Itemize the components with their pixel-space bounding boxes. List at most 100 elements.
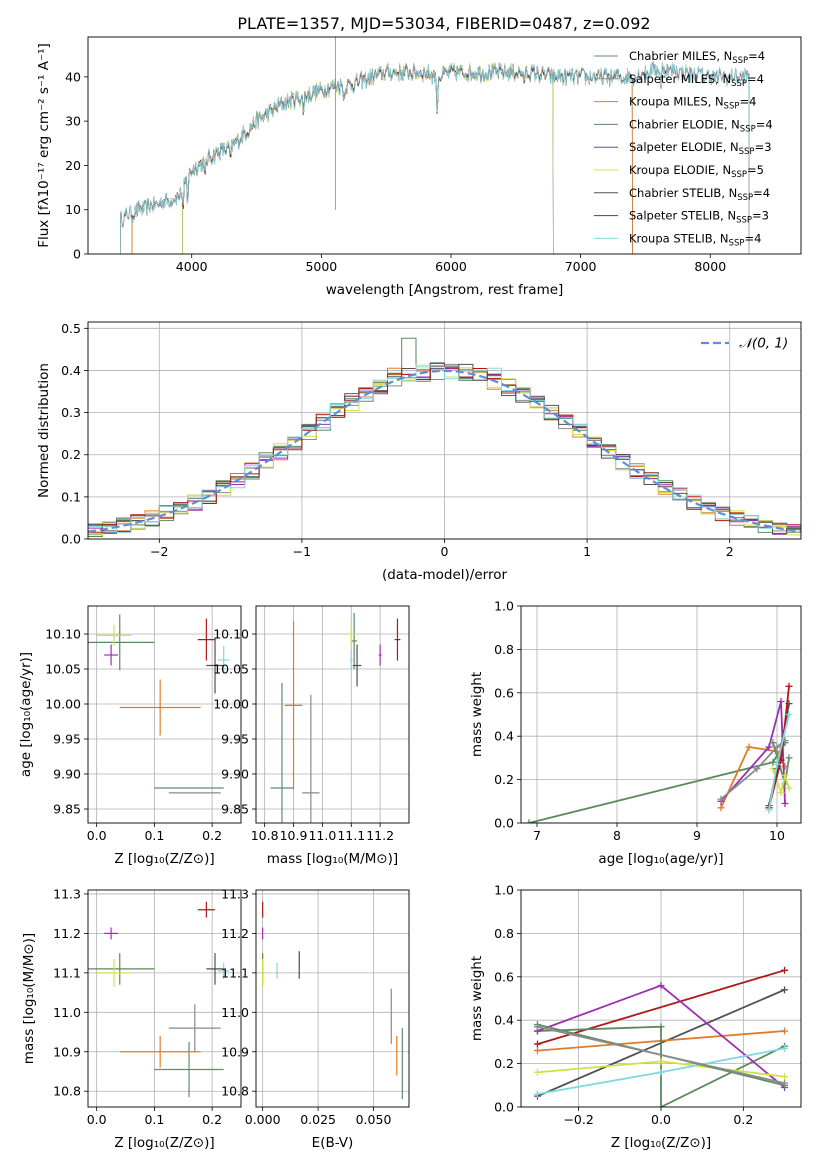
legend-entry: Chabrier MILES, NSSP=4 [629,49,765,66]
xtick-label: 10.9 [280,828,308,843]
y-axis-label: Flux [fλ10⁻¹⁷ erg cm⁻² s⁻¹ A⁻¹] [36,43,52,248]
legend-subscript: SSP [731,170,747,180]
plot-area [256,890,409,1107]
ytick-label: 0.6 [494,969,514,984]
errorbar-point [168,1004,221,1052]
xtick-label: 11.2 [366,828,394,843]
ytick-label: 10.00 [45,697,81,712]
ytick-label: 0.4 [494,1013,514,1028]
xtick-label: 0.1 [144,1112,164,1127]
weight-marker [773,760,781,768]
weight-marker [781,771,789,779]
xtick-label: 10 [769,828,785,843]
legend-value: =4 [748,49,765,63]
errorbar-point [96,624,132,646]
weight-marker [769,739,777,747]
ytick-label: 10.9 [53,1044,81,1059]
grid [256,890,409,1107]
ytick-label: 0.6 [494,685,514,700]
ytick-label: 10.10 [213,627,249,642]
legend-subscript: SSP [736,216,752,226]
weight-marker [781,986,789,994]
ytick-label: 1.0 [494,599,514,614]
plot-area [88,890,241,1107]
y-axis-label: mass weight [469,956,485,1041]
legend-value: =5 [747,163,764,177]
xtick-label: −0.2 [563,1112,593,1127]
y-axis-label: mass weight [469,672,485,757]
legend-subscript: SSP [737,193,753,203]
ytick-label: 0.5 [61,321,81,336]
xtick-label: 0.000 [245,1112,281,1127]
grid [88,606,241,823]
legend-value: =3 [752,209,769,223]
plot-area [88,322,801,539]
ytick-label: 10 [65,202,81,217]
grid [521,606,801,823]
panel-mass-vs-ebv: 0.000 0.025 0.050 10.8 10.9 11.0 11.1 11.2 11.3 E… [221,886,410,1151]
errorbar-point [394,618,401,661]
ytick-label: 0.2 [494,1056,514,1071]
weight-series-line [720,701,786,804]
grid [88,322,801,539]
ytick-label: 9.85 [53,802,81,817]
panel-residuals: −2 −1 0 1 2 0.0 0.1 0.2 0.3 0.4 0.5 (data-model)/er… [36,321,802,583]
figure-title: PLATE=1357, MJD=53034, FIBERID=0487, z=0… [237,14,650,33]
ytick-label: 10.05 [213,662,249,677]
errorbar-point [351,613,358,669]
plot-area [120,37,750,254]
weight-marker [785,784,793,792]
errorbar-point [197,618,216,661]
errorbar-point [206,953,224,985]
legend-entry: Salpeter ELODIE, NSSP=3 [629,140,772,157]
grid [88,890,241,1107]
errorbar-point [104,927,119,940]
legend-text: Chabrier STELIB, N [629,186,737,200]
legend-text: Salpeter ELODIE, N [629,140,739,154]
weight-marker [657,981,665,989]
ytick-label: 10.8 [53,1084,81,1099]
weight-marker [781,1027,789,1035]
legend-text: Salpeter STELIB, N [629,209,736,223]
weight-marker [717,804,725,812]
ytick-label: 10.05 [45,662,81,677]
weight-marker [533,1047,541,1055]
weight-marker [533,1040,541,1048]
errorbar-point [88,614,155,671]
weight-marker [785,754,793,762]
spectrum-line [182,62,554,254]
ytick-label: 0.2 [61,447,81,462]
weight-marker [753,765,761,773]
weight-marker [777,789,785,797]
weight-marker [781,1079,789,1087]
ytick-label: 30 [65,114,81,129]
histogram-step [88,363,801,539]
legend-subscript: SSP [739,147,755,157]
spectrum-line [131,63,633,254]
weight-marker [525,819,533,823]
errorbar-point [352,644,362,687]
plot-area [521,606,801,823]
weight-marker [657,1057,665,1065]
spectrum-line [131,62,633,254]
errorbar-point [302,694,320,823]
y-axis-label: Normed distribution [36,363,52,498]
panel-weight-vs-age: 7 8 9 10 0.0 0.2 0.4 0.6 0.8 1.0 age [log₁₀(age/yr… [469,599,802,867]
legend-entry: Kroupa ELODIE, NSSP=5 [629,163,764,180]
weight-marker [785,711,793,718]
x-axis-label: wavelength [Angstrom, rest frame] [326,282,564,298]
ytick-label: 11.3 [53,886,81,901]
legend-text: Kroupa ELODIE, N [629,163,731,177]
errorbar-point [119,1035,201,1068]
legend-value: =3 [755,140,772,154]
x-axis-label: (data-model)/error [382,567,508,583]
axes-frame [520,889,802,1108]
x-axis-label: E(B-V) [312,1135,354,1151]
xtick-label: 0.2 [733,1112,753,1127]
x-axis-label: Z [log₁₀(Z/Z⊙)] [114,1135,214,1151]
legend-subscript: SSP [729,238,745,248]
errorbar-point [378,644,382,666]
xtick-label: 7000 [565,259,597,274]
weight-series-line [772,768,790,796]
